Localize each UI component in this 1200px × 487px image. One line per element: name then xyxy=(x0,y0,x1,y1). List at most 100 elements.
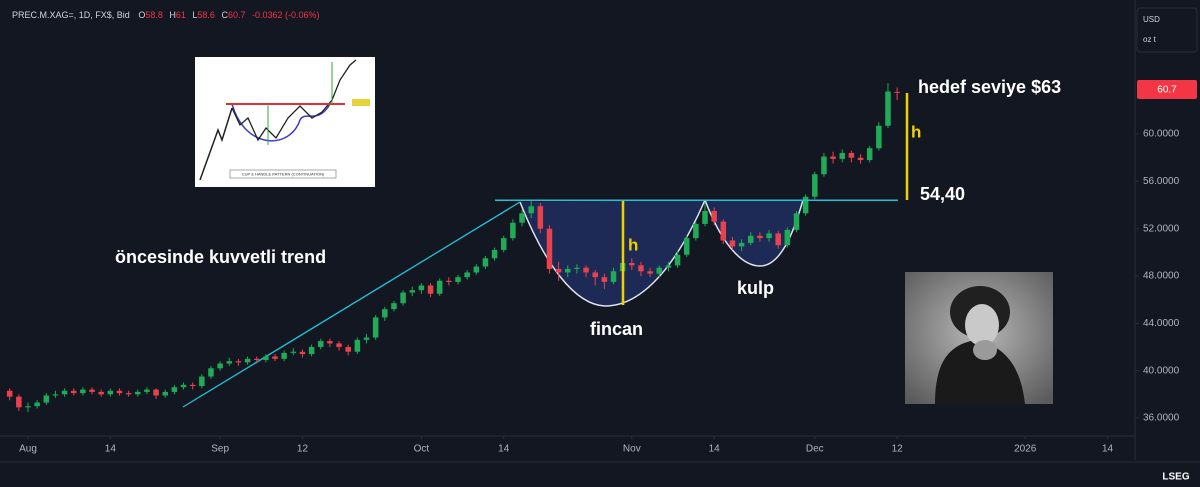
handle-fill xyxy=(705,200,803,266)
candle-body xyxy=(656,267,663,274)
candle-body xyxy=(876,125,882,149)
handle-curve xyxy=(704,199,804,267)
candle-body xyxy=(812,174,818,197)
candle-body xyxy=(519,213,525,223)
x-tick-label: Sep xyxy=(211,444,229,455)
candle-body xyxy=(34,402,40,407)
candle-body xyxy=(793,213,800,230)
candle-body xyxy=(253,358,260,360)
candle-body xyxy=(244,358,251,363)
candle-body xyxy=(528,206,534,214)
candle-body xyxy=(638,265,644,272)
candle-body xyxy=(775,233,781,246)
ohlc-label: L xyxy=(192,10,197,20)
candle-body xyxy=(702,210,708,224)
candle-body xyxy=(436,280,443,294)
candle-body xyxy=(839,152,845,159)
candle-body xyxy=(601,277,608,282)
candle-body xyxy=(226,361,233,364)
candle-body xyxy=(382,309,388,318)
candle-body xyxy=(427,285,434,294)
x-tick-label: Oct xyxy=(414,444,430,455)
candle-body xyxy=(866,148,873,161)
plot xyxy=(6,83,900,413)
candle-body xyxy=(583,267,589,273)
ohlc-label: O xyxy=(138,10,145,20)
ohlc-label: H xyxy=(169,10,176,20)
candle-body xyxy=(857,157,864,161)
candle-body xyxy=(693,223,699,239)
cup-annotation: fincan xyxy=(590,319,643,339)
candle-body xyxy=(52,394,59,396)
candle-body xyxy=(464,272,470,278)
brand: LSEG xyxy=(1162,472,1189,483)
y-tick-label: 48.0000 xyxy=(1143,271,1180,282)
candle-body xyxy=(400,292,406,304)
candle-body xyxy=(16,396,22,408)
candle-body xyxy=(345,346,351,352)
candle-body xyxy=(6,390,13,397)
candle-body xyxy=(107,390,114,395)
candle-body xyxy=(555,268,562,273)
candle-body xyxy=(830,156,836,159)
ohlc-label: C xyxy=(221,10,228,20)
candle-body xyxy=(848,152,855,158)
currency: USD xyxy=(1143,15,1160,24)
candle-body xyxy=(665,265,672,268)
candle-body xyxy=(894,91,900,93)
candle-body xyxy=(217,363,223,369)
candle-body xyxy=(336,343,342,347)
candle-body xyxy=(748,235,754,243)
candle-body xyxy=(446,280,452,282)
candle-body xyxy=(272,356,278,359)
candle-body xyxy=(409,290,415,293)
target-annotation: hedef seviye $63 xyxy=(918,77,1061,97)
candle-body xyxy=(473,266,480,273)
candle-body xyxy=(391,303,397,310)
x-tick-label: 14 xyxy=(498,444,510,455)
candle-body xyxy=(574,267,580,269)
candle-body xyxy=(766,233,772,239)
h-label: h xyxy=(628,235,638,254)
candle-body xyxy=(720,221,727,241)
last-price: 60.7 xyxy=(1157,85,1177,96)
candle-body xyxy=(354,339,361,352)
candle-body xyxy=(821,156,827,175)
x-tick-label: 12 xyxy=(297,444,309,455)
handle-annotation: kulp xyxy=(737,278,774,298)
candle-body xyxy=(80,389,86,394)
candle-body xyxy=(802,196,809,214)
x-tick-label: Dec xyxy=(806,444,824,455)
y-tick-label: 36.0000 xyxy=(1143,413,1180,424)
symbol: PREC.M.XAG=, 1D, FX$, Bid xyxy=(12,10,130,20)
candle-body xyxy=(610,271,617,282)
candle-body xyxy=(729,240,736,247)
candle-body xyxy=(199,376,205,387)
candle-body xyxy=(757,235,763,239)
candle-body xyxy=(418,285,425,291)
cup-curve xyxy=(519,199,706,307)
candle-body xyxy=(125,393,132,395)
y-tick-label: 44.0000 xyxy=(1143,318,1180,329)
low-value: 58.6 xyxy=(197,10,215,20)
candle-body xyxy=(70,390,77,394)
candle-body xyxy=(711,210,717,222)
candle-body xyxy=(537,206,544,229)
candle-body xyxy=(180,384,187,388)
candle-body xyxy=(546,228,553,269)
candle-body xyxy=(98,391,104,395)
candle-body xyxy=(565,268,571,273)
candle-body xyxy=(281,352,287,359)
candle-body xyxy=(455,277,461,282)
x-tick-label: Nov xyxy=(623,444,641,455)
candle-body xyxy=(89,389,95,392)
level-annotation: 54,40 xyxy=(920,184,965,204)
candle-body xyxy=(363,337,370,340)
last-price-tag xyxy=(1137,80,1197,99)
unit-box[interactable] xyxy=(1136,7,1198,53)
candle-body xyxy=(116,390,123,394)
candle-body xyxy=(61,390,68,395)
candle-body xyxy=(189,384,196,387)
y-tick-label: 52.0000 xyxy=(1143,223,1180,234)
